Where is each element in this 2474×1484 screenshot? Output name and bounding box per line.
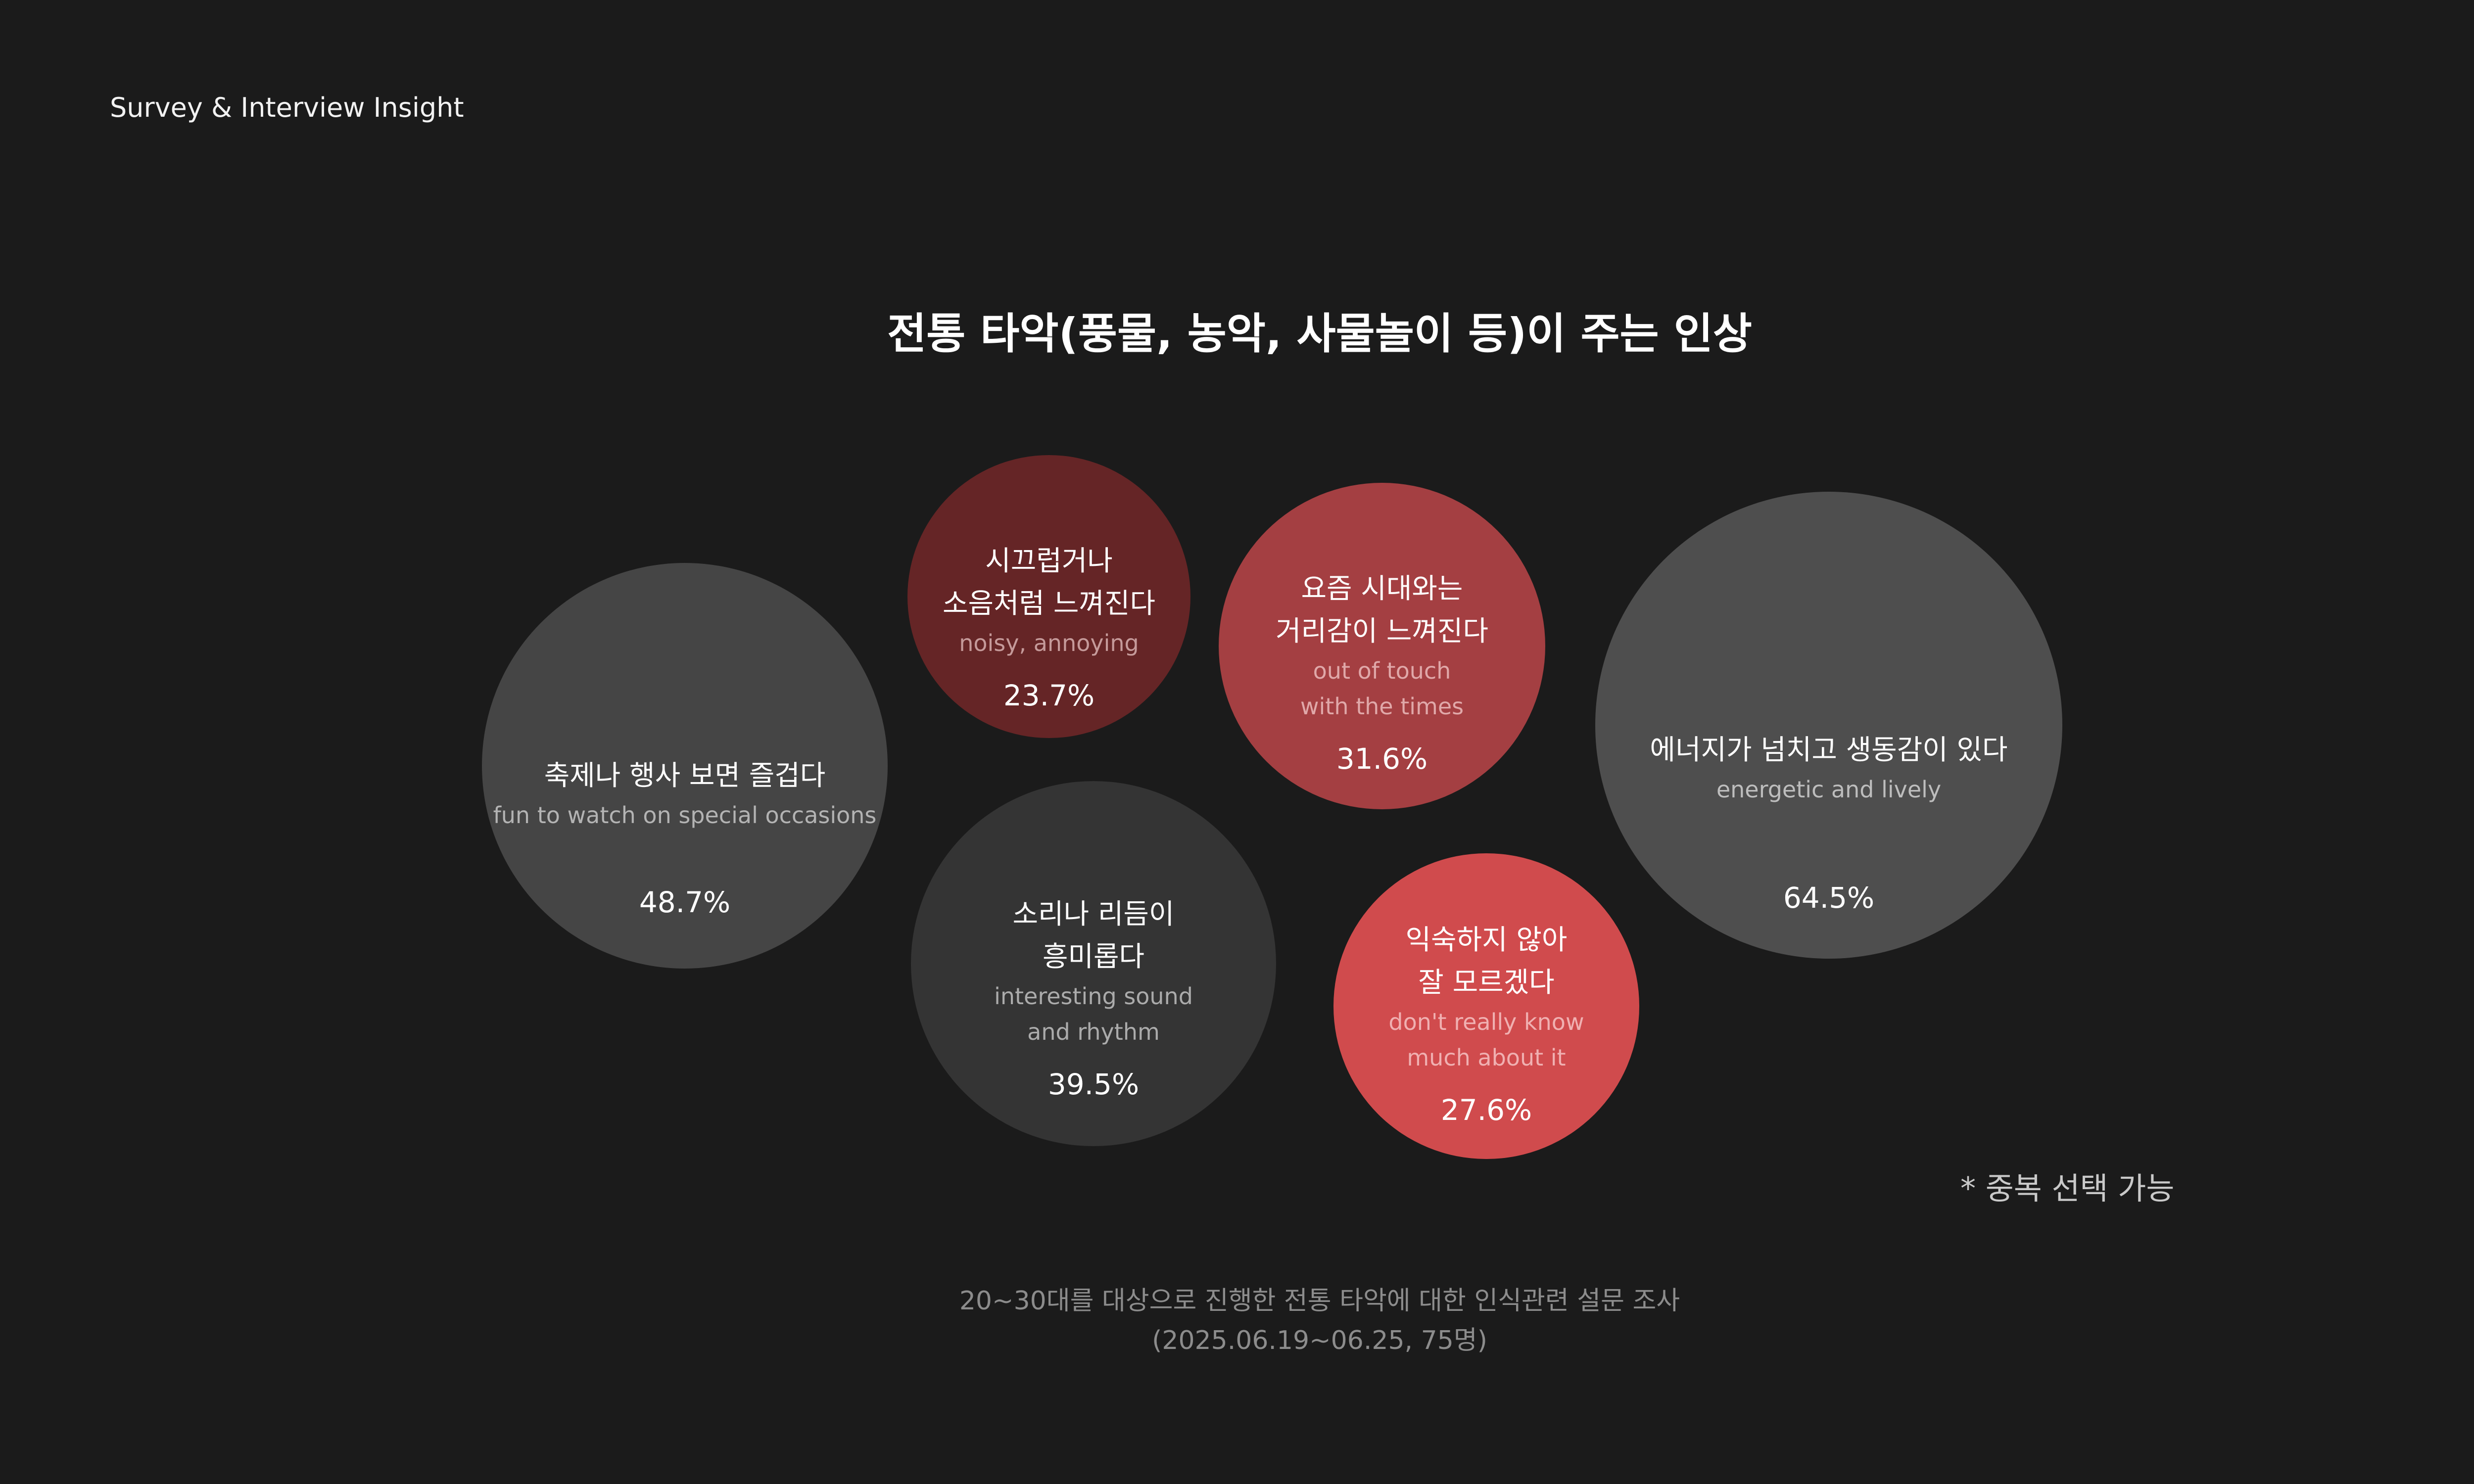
survey-source-line-1: 20~30대를 대상으로 진행한 전통 타악에 대한 인식관련 설문 조사 bbox=[959, 1286, 1680, 1316]
bubble-2: 시끄럽거나 소음처럼 느껴진다 noisy, annoying 23.7% bbox=[907, 455, 1191, 739]
bubble-label-english: noisy, annoying bbox=[959, 630, 1139, 657]
bubble-label: 소리나 리듬이 흥미롭다 interesting sound and rhythm bbox=[911, 893, 1277, 1050]
bubble-label-english: don't really know much about it bbox=[1388, 1008, 1584, 1071]
bubble-value: 64.5% bbox=[1783, 881, 1875, 915]
bubble-value: 48.7% bbox=[639, 885, 731, 919]
bubble-5: 익숙하지 않아 잘 모르겠다 don't really know much abo… bbox=[1333, 853, 1639, 1159]
multiple-choice-note: * 중복 선택 가능 bbox=[1960, 1170, 2175, 1206]
bubble-label-english: out of touch with the times bbox=[1300, 657, 1464, 720]
bubble-value: 39.5% bbox=[1047, 1067, 1140, 1101]
bubble-label-korean: 요즘 시대와는 거리감이 느껴진다 bbox=[1276, 572, 1488, 648]
bubble-value: 23.7% bbox=[1003, 679, 1095, 713]
bubble-label-korean: 에너지가 넘치고 생동감이 있다 bbox=[1650, 734, 2008, 767]
survey-source: 20~30대를 대상으로 진행한 전통 타악에 대한 인식관련 설문 조사 (2… bbox=[0, 1281, 2474, 1360]
bubble-value: 31.6% bbox=[1336, 742, 1428, 776]
chart-title: 전통 타악(풍물, 농악, 사물놀이 등)이 주는 인상 bbox=[887, 309, 1752, 359]
bubble-label-english: energetic and lively bbox=[1716, 776, 1942, 803]
bubble-label-korean: 시끄럽거나 소음처럼 느껴진다 bbox=[943, 545, 1155, 620]
bubble-3: 소리나 리듬이 흥미롭다 interesting sound and rhythm… bbox=[910, 781, 1277, 1147]
bubble-6: 에너지가 넘치고 생동감이 있다 energetic and lively 64.5… bbox=[1595, 492, 2062, 959]
bubble-label-english: interesting sound and rhythm bbox=[994, 982, 1193, 1045]
bubble-label: 에너지가 넘치고 생동감이 있다 energetic and lively bbox=[1595, 729, 2062, 807]
bubble-4: 요즘 시대와는 거리감이 느껴진다 out of touch with the t… bbox=[1218, 482, 1546, 810]
bubble-label-korean: 축제나 행사 보면 즐겁다 bbox=[544, 759, 826, 792]
bubble-label-english: fun to watch on special occasions bbox=[493, 801, 877, 829]
bubble-1: 축제나 행사 보면 즐겁다 fun to watch on special occ… bbox=[481, 562, 888, 969]
bubble-label-korean: 익숙하지 않아 잘 모르겠다 bbox=[1405, 924, 1568, 999]
bubble-label: 시끄럽거나 소음처럼 느껴진다 noisy, annoying bbox=[907, 540, 1190, 661]
bubble-label-korean: 소리나 리듬이 흥미롭다 bbox=[1012, 898, 1175, 973]
bubble-value: 27.6% bbox=[1440, 1093, 1532, 1127]
survey-source-line-2: (2025.06.19~06.25, 75명) bbox=[1152, 1326, 1487, 1355]
bubble-label: 축제나 행사 보면 즐겁다 fun to watch on special occ… bbox=[482, 755, 888, 833]
header-label: Survey & Interview Insight bbox=[110, 92, 464, 123]
bubble-label: 요즘 시대와는 거리감이 느껴진다 out of touch with the t… bbox=[1219, 568, 1546, 724]
bubble-label: 익숙하지 않아 잘 모르겠다 don't really know much abo… bbox=[1333, 919, 1639, 1075]
